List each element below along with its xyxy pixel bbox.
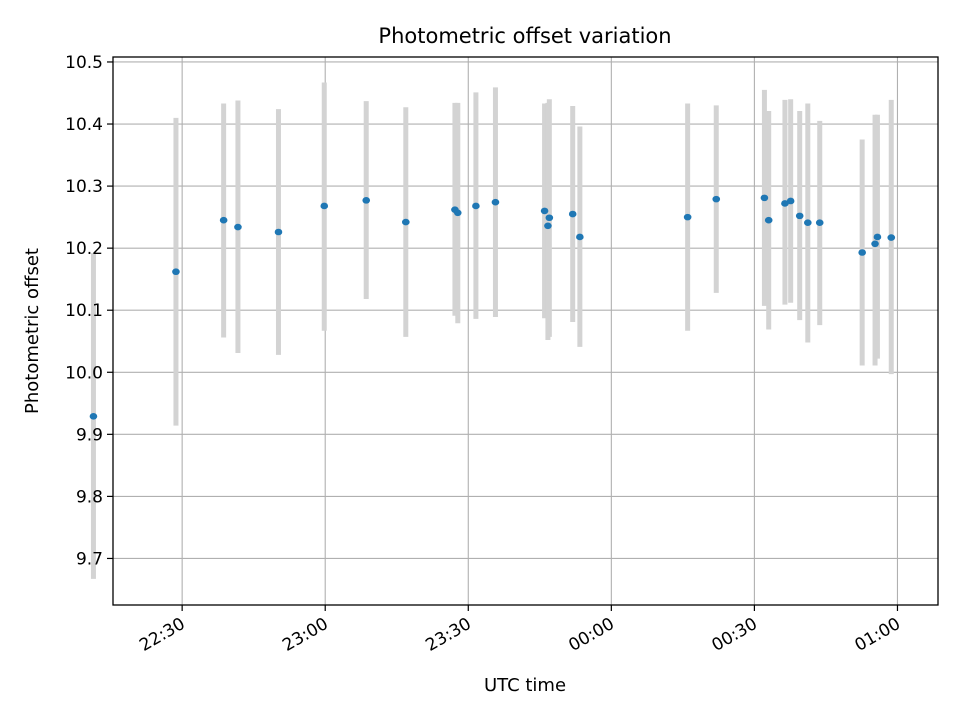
data-point (172, 268, 180, 276)
data-point (887, 234, 896, 241)
data-point (491, 198, 500, 206)
x-axis-label: UTC time (484, 675, 566, 696)
data-point (453, 209, 462, 217)
y-tick-label: 10.0 (65, 363, 103, 383)
data-point (764, 216, 773, 224)
data-point (320, 202, 329, 210)
data-point (795, 212, 804, 220)
data-point (234, 223, 242, 231)
point-layer (89, 194, 896, 420)
chart-title: Photometric offset variation (378, 24, 671, 48)
data-point (362, 197, 371, 204)
data-point (402, 218, 410, 226)
data-point (274, 228, 283, 236)
y-axis-label: Photometric offset (22, 248, 43, 414)
y-tick-label: 10.2 (65, 239, 103, 259)
plot-frame (112, 56, 939, 606)
y-tick-label: 10.3 (65, 177, 103, 197)
data-point (568, 210, 577, 218)
data-point (545, 214, 554, 222)
data-point (544, 222, 552, 230)
y-tick-label: 9.7 (76, 549, 103, 569)
y-tick-label: 9.8 (76, 487, 103, 507)
data-point (804, 219, 812, 227)
data-point (540, 207, 549, 215)
data-point (472, 202, 480, 210)
data-point (786, 197, 795, 205)
data-point (873, 233, 882, 241)
y-tick-label: 9.9 (76, 425, 103, 445)
y-tick-label: 10.4 (65, 115, 103, 135)
data-point (89, 413, 98, 420)
data-point (858, 249, 866, 256)
y-tick-label: 10.5 (65, 53, 103, 73)
data-point (781, 200, 789, 207)
data-point (815, 219, 824, 227)
data-point (760, 194, 769, 202)
data-point (871, 240, 879, 248)
data-point (712, 195, 721, 203)
data-point (683, 213, 692, 221)
data-point (219, 216, 228, 224)
data-point (576, 233, 584, 241)
y-tick-label: 10.1 (65, 301, 103, 321)
